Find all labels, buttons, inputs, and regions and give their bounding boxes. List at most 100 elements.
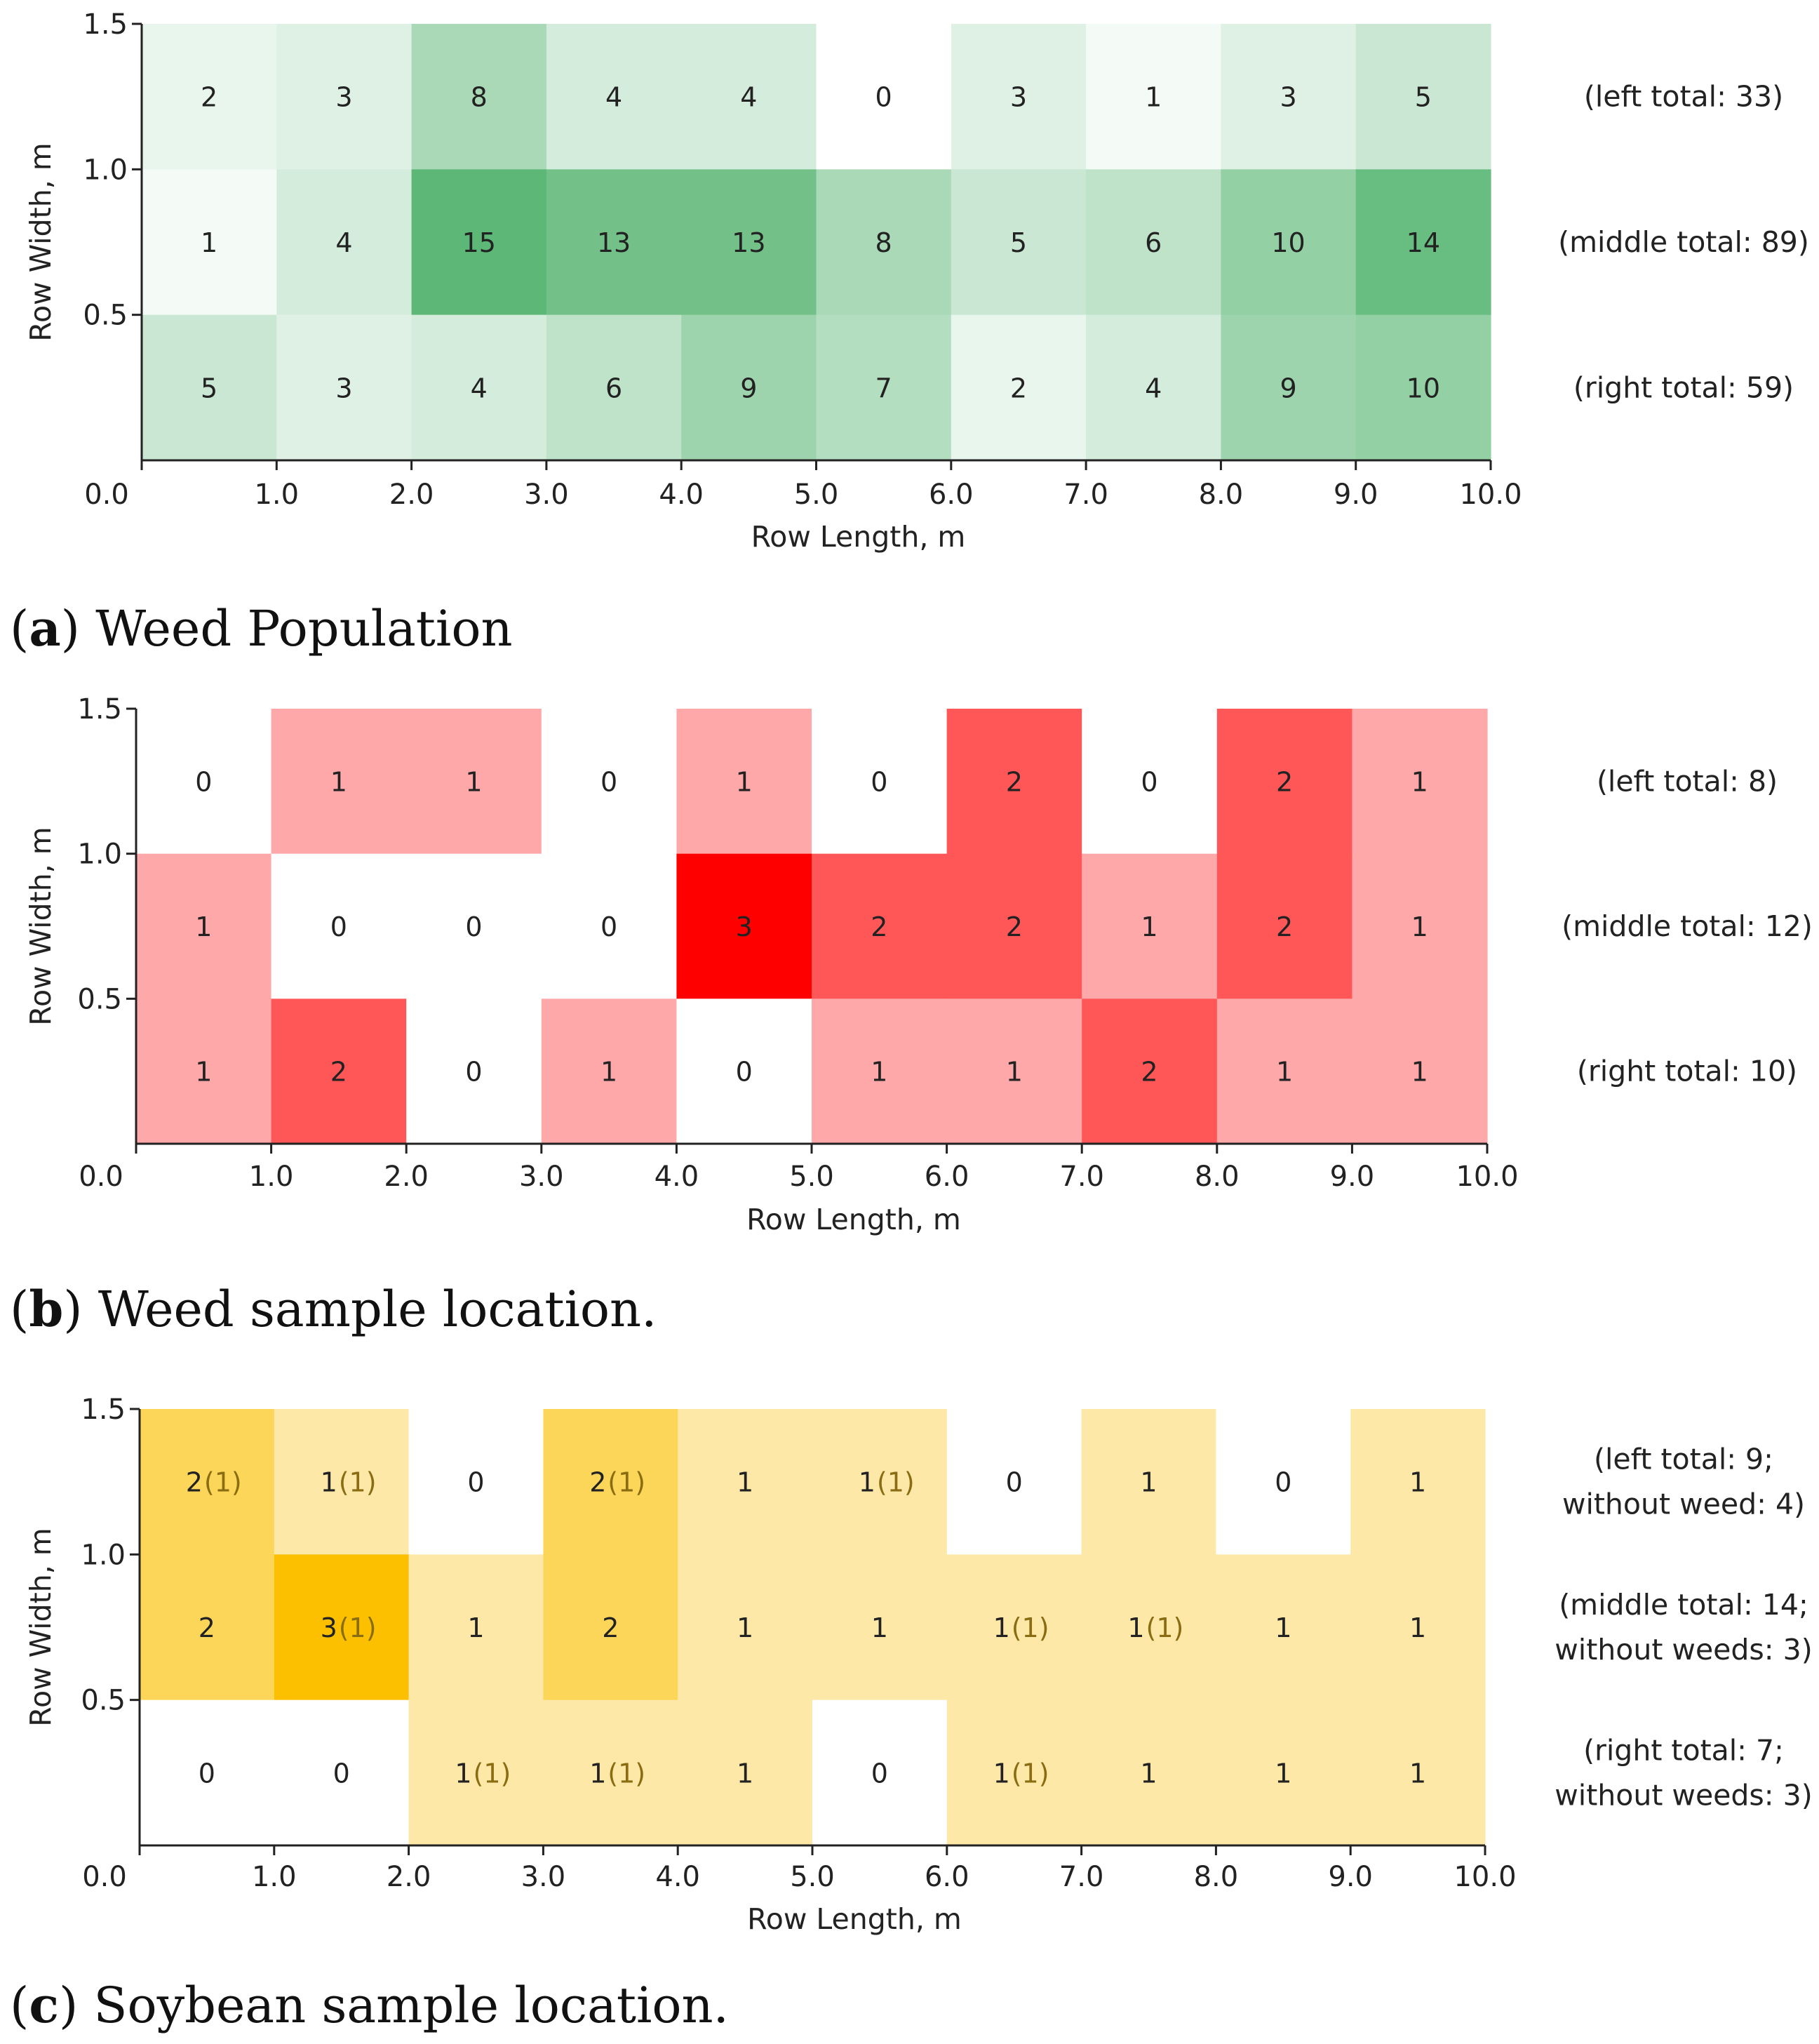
cell-value: 6 [605,373,622,403]
cell-value: 0 [195,766,212,797]
heatmap-cell [541,853,677,999]
y-axis-label: Row Width, m [24,142,58,341]
heatmap-cell [1082,709,1218,855]
x-tick-label: 0.0 [79,1161,123,1193]
panel-caption: (b) Weed sample location. [10,1280,657,1338]
cell-value: 2 [1006,766,1023,797]
row-total-label: (middle total: 14; [1559,1588,1808,1622]
x-tick-label: 6.0 [929,479,974,511]
heatmap-cell [1216,853,1352,999]
cell-value: 3 [335,373,352,403]
heatmap-cell [274,1699,410,1846]
row-total-label: (left total: 33) [1584,80,1783,114]
heatmap-cell [1355,24,1491,170]
heatmap-cell [681,169,817,316]
heatmap-cell [408,1409,544,1555]
cell-value: 3 [321,1612,337,1643]
heatmap-cell [1216,998,1352,1144]
cell-value: 13 [732,227,765,258]
chart-panel-b: 0 1 1 0 1 0 2 0 2 1 (left total: 8) 1 0 0 0 3 2 2 1 2 1 (midd… [10,693,1813,1338]
x-tick-label: 4.0 [655,1861,700,1893]
chart-panel-a: 2 3 8 4 4 0 3 1 3 5 (left total: 33)1 4 15 13 13 8 5 6 10 1… [10,8,1809,657]
heatmap-cell [812,1699,948,1846]
cell-paren-value: (1) [608,1758,645,1789]
heatmap-cell [951,314,1087,461]
heatmap-cell [1350,1554,1486,1701]
heatmap-cell [411,24,547,170]
heatmap-cell [816,314,952,461]
cell-value: 0 [600,766,617,797]
heatmap-cell [1216,1699,1351,1846]
row-total-label: (right total: 10) [1577,1055,1797,1088]
heatmap-cell [1086,314,1221,461]
heatmap-cell [140,1409,275,1555]
cell-value: 1 [467,1612,484,1643]
cell-value: 0 [465,911,482,942]
x-tick-label: 4.0 [659,479,704,511]
heatmap-cell [812,853,948,999]
cell-value: 2 [871,911,887,942]
heatmap-cell [543,1699,678,1846]
cell-value: 1 [195,911,212,942]
heatmap-cell [1086,169,1221,316]
x-tick-label: 2.0 [384,1161,429,1193]
heatmap-cell [1355,314,1491,461]
heatmap-cell [136,998,272,1144]
cell-value: 1 [1276,1057,1293,1088]
heatmap-cell [1350,1409,1486,1555]
cell-value: 3 [1010,82,1027,113]
x-tick-label: 8.0 [1195,1161,1240,1193]
heatmap-cell [1221,24,1357,170]
cell-value: 2 [199,1612,215,1643]
cell-value: 1 [1411,911,1428,942]
cell-value: 4 [335,227,352,258]
heatmap-cell [946,998,1082,1144]
row-total-label: (left total: 9; [1594,1443,1773,1476]
cell-value: 9 [740,373,757,403]
x-axis-label: Row Length, m [746,1203,961,1236]
cell-value: 1 [1140,1758,1157,1789]
x-tick-label: 0.0 [84,479,129,511]
x-tick-label: 0.0 [82,1861,127,1893]
x-tick-label: 10.0 [1459,479,1522,511]
x-tick-label: 8.0 [1199,479,1244,511]
cell-value: 1 [195,1057,212,1088]
cell-value: 0 [1141,766,1157,797]
cell-value: 15 [462,227,496,258]
cell-value: 1 [871,1057,887,1088]
cell-value: 2 [1141,1057,1157,1088]
heatmap-cell [816,169,952,316]
cell-value: 1 [993,1758,1010,1789]
heatmap-cell [951,169,1087,316]
heatmap-cell [140,1699,275,1846]
cell-value: 2 [602,1612,619,1643]
cell-value: 1 [330,766,347,797]
heatmap-cell [276,314,412,461]
cell-paren-value: (1) [877,1467,915,1498]
cell-value: 1 [737,1612,753,1643]
row-total-label: (middle total: 89) [1558,225,1809,259]
heatmap-cell [541,709,677,855]
x-tick-label: 9.0 [1328,1861,1373,1893]
cell-value: 1 [455,1758,471,1789]
cell-value: 10 [1407,373,1440,403]
cell-value: 1 [993,1612,1010,1643]
heatmap-cell [411,314,547,461]
heatmap-cell [1350,1699,1486,1846]
cell-value: 2 [589,1467,606,1498]
cell-value: 1 [1409,1758,1426,1789]
heatmap-cell [543,1409,678,1555]
panel-caption: (a) Weed Population [10,599,513,657]
x-axis-label: Row Length, m [747,1902,962,1936]
cell-paren-value: (1) [339,1467,377,1498]
x-tick-label: 7.0 [1059,1861,1104,1893]
heatmap-cell [676,998,812,1144]
heatmap-cell [546,314,682,461]
cell-value: 0 [871,766,887,797]
cell-value: 2 [201,82,217,113]
heatmap-cell [271,998,407,1144]
x-tick-label: 1.0 [254,479,299,511]
heatmap-cell [681,24,817,170]
cell-value: 0 [875,82,892,113]
heatmap-cell [678,1699,813,1846]
